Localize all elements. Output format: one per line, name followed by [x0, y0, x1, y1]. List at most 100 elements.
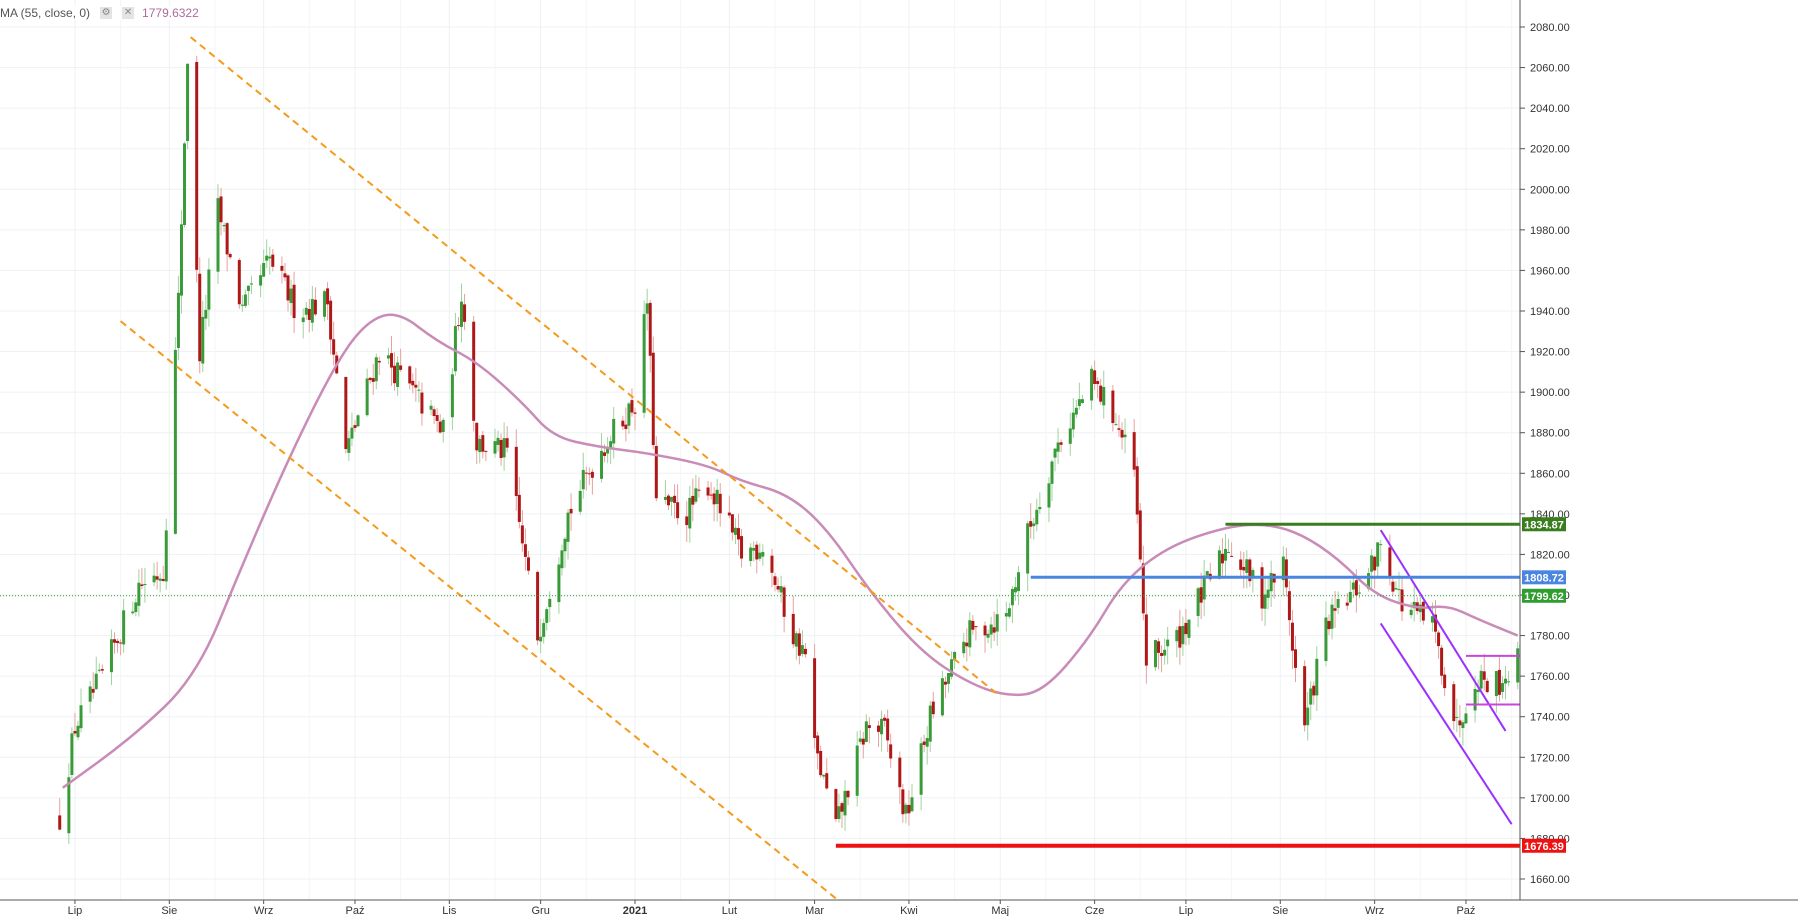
support-price-tag [1522, 838, 1566, 853]
candle-down [389, 353, 393, 368]
candle-up [216, 198, 220, 272]
candle-down [691, 495, 695, 505]
candle-up [1013, 587, 1017, 593]
time-tick-label: Sie [161, 905, 177, 916]
candle-down [1482, 671, 1486, 680]
candle-up [1166, 639, 1170, 647]
candle-down [1400, 589, 1404, 612]
candle-down [922, 741, 926, 745]
candle-up [989, 624, 993, 635]
candle-up [904, 804, 908, 814]
indicator-legend: MA (55, close, 0) ⚙ ✕ 1779.6322 [0, 6, 203, 20]
candle-down [484, 450, 488, 452]
candle-down [292, 284, 296, 319]
candle-down [1287, 591, 1291, 621]
candle-up [1367, 573, 1371, 589]
candle-down [706, 487, 710, 496]
candle-down [898, 757, 902, 788]
price-tick-label: 1940.00 [1530, 306, 1570, 318]
candle-up [1068, 428, 1072, 444]
candle-up [1245, 559, 1249, 573]
candle-down [834, 789, 838, 819]
candle-up [478, 438, 482, 453]
candle-down [590, 471, 594, 478]
price-tick-label: 2020.00 [1530, 144, 1570, 156]
candle-down [633, 412, 637, 414]
wedge-lower-trendline[interactable] [1379, 622, 1513, 825]
candle-up [1507, 681, 1511, 683]
candle-up [1351, 582, 1355, 590]
price-tick-label: 1880.00 [1530, 428, 1570, 440]
candle-down [514, 446, 518, 497]
candle-up [1038, 506, 1042, 510]
candle-up [1196, 588, 1200, 616]
time-tick-label: Gru [531, 905, 549, 916]
candle-down [846, 790, 850, 798]
candle-down [119, 642, 123, 644]
candle-down [1141, 563, 1145, 614]
indicator-name[interactable]: MA (55, close, 0) [0, 6, 91, 20]
candle-down [1294, 649, 1298, 668]
candle-up [289, 288, 293, 304]
candle-down [797, 633, 801, 656]
candle-down [411, 380, 415, 386]
price-tick-label: 1820.00 [1530, 549, 1570, 561]
candle-down [505, 438, 509, 448]
candle-up [450, 374, 454, 418]
candle-down [1434, 614, 1438, 632]
candle-down [1333, 608, 1337, 611]
time-tick-label: Wrz [1365, 905, 1384, 916]
candle-down [113, 639, 117, 643]
candle-up [1348, 591, 1352, 603]
candle-up [1309, 688, 1313, 705]
price-tick-label: 1900.00 [1530, 387, 1570, 399]
time-tick-label: Lis [442, 905, 457, 916]
candle-down [1485, 680, 1489, 693]
price-tick-label: 1780.00 [1530, 631, 1570, 643]
candle-down [1437, 632, 1441, 647]
candle-up [1409, 609, 1413, 616]
candle-up [563, 538, 567, 552]
candle-down [630, 400, 634, 413]
candle-up [1504, 678, 1508, 684]
candle-up [606, 448, 610, 454]
close-icon[interactable]: ✕ [122, 7, 135, 19]
candle-down [803, 648, 807, 655]
resistance-price-label: 1834.87 [1524, 519, 1564, 531]
gear-icon[interactable]: ⚙ [100, 7, 113, 19]
candle-up [1263, 594, 1267, 609]
candle-down [526, 557, 530, 571]
candle-up [386, 355, 390, 359]
channel-lower-trendline[interactable] [119, 320, 843, 905]
candle-down [1391, 581, 1395, 592]
candle-down [1199, 587, 1203, 603]
candle-down [624, 424, 628, 430]
candle-up [173, 349, 177, 534]
candle-up [794, 633, 798, 647]
candle-down [825, 773, 829, 789]
candle-up [779, 586, 783, 593]
time-tick-label: Lip [68, 905, 83, 916]
candle-up [1430, 616, 1434, 623]
candle-down [536, 571, 540, 641]
candle-up [758, 552, 762, 559]
channel-upper-trendline[interactable] [189, 36, 1001, 698]
resistance-price-tag [1522, 517, 1566, 532]
candle-down [228, 253, 232, 258]
candle-up [715, 489, 719, 504]
wedge-upper-trendline[interactable] [1379, 529, 1507, 732]
candle-down [1029, 521, 1033, 527]
candle-up [1461, 722, 1465, 729]
price-tick-label: 1920.00 [1530, 347, 1570, 359]
candle-down [1096, 381, 1100, 385]
candle-down [271, 254, 275, 267]
candle-down [1284, 559, 1288, 588]
candle-down [1312, 685, 1316, 696]
candle-down [140, 584, 144, 586]
candle-down [1248, 559, 1252, 582]
candle-down [889, 744, 893, 759]
candle-up [663, 496, 667, 500]
candle-down [463, 304, 467, 322]
